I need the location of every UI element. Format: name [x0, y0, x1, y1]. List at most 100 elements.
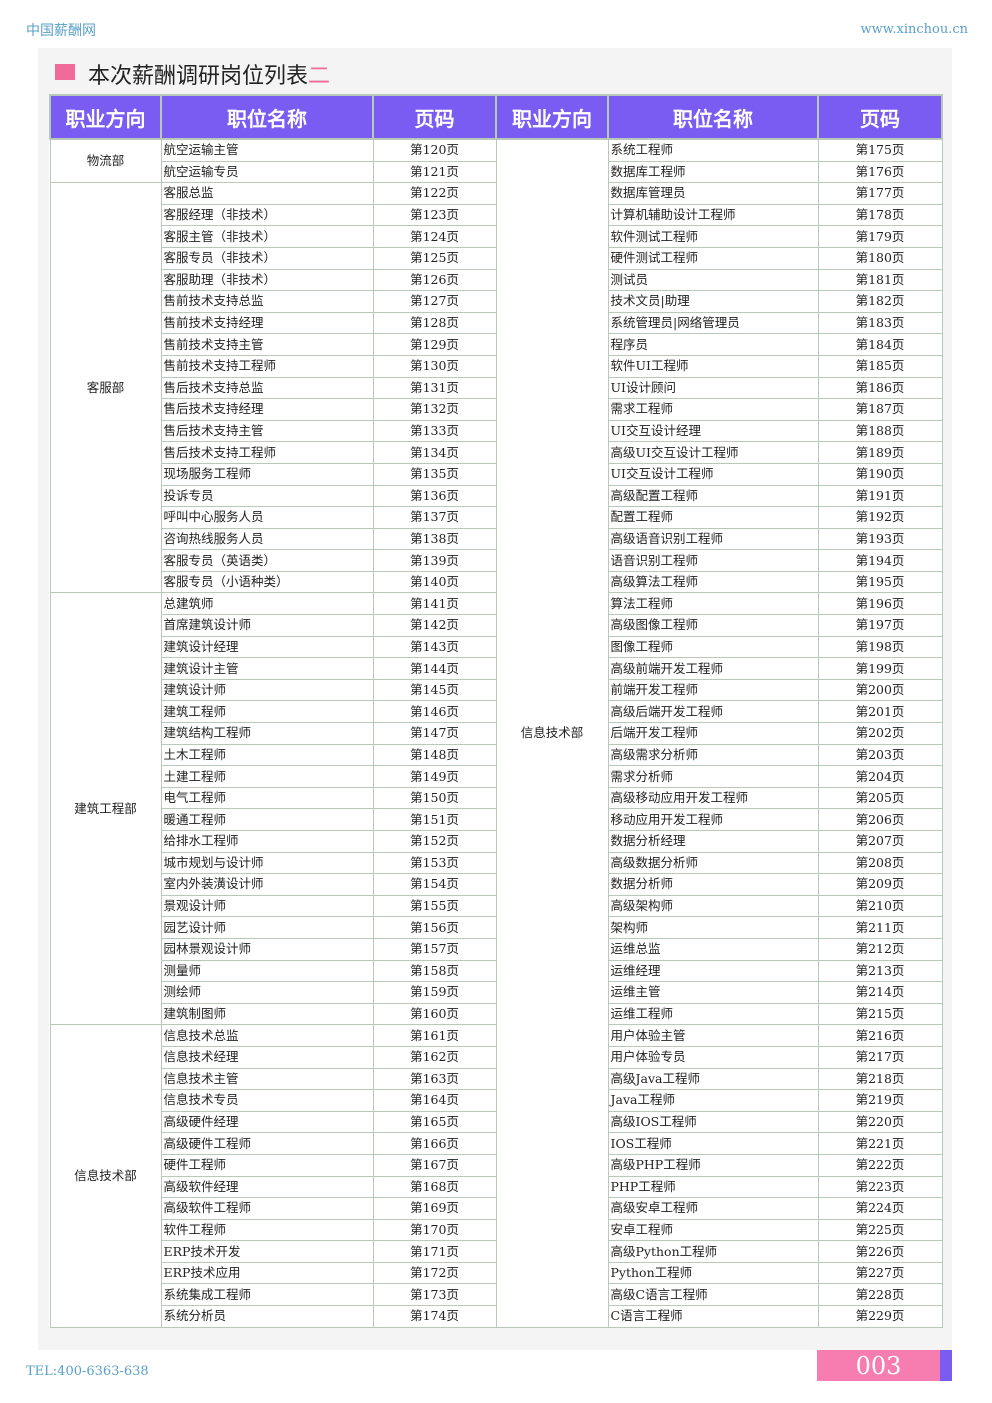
position-name: 客服经理（非技术）	[160, 203, 374, 227]
position-name: 用户体验主管	[607, 1024, 819, 1047]
page-ref: 第202页	[817, 722, 943, 745]
page-ref: 第159页	[372, 981, 497, 1004]
position-name: C语言工程师	[607, 1305, 819, 1328]
page-ref: 第175页	[817, 138, 943, 162]
position-name: 园艺设计师	[160, 916, 374, 939]
page-ref: 第146页	[372, 700, 497, 724]
page-ref: 第195页	[817, 570, 943, 594]
page-ref: 第130页	[372, 354, 497, 378]
page-ref: 第217页	[817, 1045, 943, 1069]
page-ref: 第152页	[372, 830, 497, 853]
position-name: 后端开发工程师	[607, 722, 819, 745]
page-ref: 第189页	[817, 441, 943, 464]
page-ref: 第179页	[817, 225, 943, 248]
position-name: 城市规划与设计师	[160, 851, 374, 875]
page-ref: 第164页	[372, 1089, 497, 1112]
table-row: 投诉专员 第136页 高级配置工程师 第191页	[50, 484, 943, 508]
table-row: 电气工程师 第150页 高级移动应用开发工程师 第205页	[50, 786, 943, 810]
page-ref: 第172页	[372, 1261, 497, 1285]
page-ref: 第124页	[372, 225, 497, 248]
page-ref: 第123页	[372, 203, 497, 227]
position-name: 客服专员（英语类）	[160, 549, 374, 572]
page-ref: 第212页	[817, 937, 943, 961]
page-ref: 第226页	[817, 1240, 943, 1263]
telephone: TEL:400-6363-638	[26, 1364, 149, 1379]
page-ref: 第148页	[372, 743, 497, 767]
position-name: 信息技术总监	[160, 1024, 374, 1047]
page-ref: 第141页	[372, 592, 497, 616]
page-ref: 第132页	[372, 398, 497, 421]
position-name: 语音识别工程师	[607, 549, 819, 572]
position-name: 测绘师	[160, 981, 374, 1004]
page-ref: 第173页	[372, 1283, 497, 1307]
table-row: 室内外装潢设计师 第154页 数据分析师 第209页	[50, 873, 943, 896]
page-ref: 第206页	[817, 808, 943, 831]
page-ref: 第186页	[817, 376, 943, 400]
department: 信息技术部	[495, 138, 609, 1328]
department: 建筑工程部	[49, 592, 162, 1026]
page-number: 003	[817, 1350, 940, 1381]
position-name: 高级C语言工程师	[607, 1283, 819, 1307]
page-ref: 第183页	[817, 311, 943, 335]
position-table: 职业方向 职位名称 页码 职业方向 职位名称 页码 物流部 航空运输主管 第120页 信息技术部…	[49, 94, 943, 1328]
page-ref: 第216页	[817, 1024, 943, 1047]
position-name: 移动应用开发工程师	[607, 808, 819, 831]
table-row: 土建工程师 第149页 需求分析师 第204页	[50, 765, 943, 788]
page-ref: 第171页	[372, 1240, 497, 1263]
position-name: Java工程师	[607, 1089, 819, 1112]
page-ref: 第129页	[372, 333, 497, 356]
page-ref: 第193页	[817, 527, 943, 551]
page-ref: 第228页	[817, 1283, 943, 1307]
page-ref: 第209页	[817, 873, 943, 896]
page-ref: 第143页	[372, 635, 497, 659]
position-name: 架构师	[607, 916, 819, 939]
position-name: 高级IOS工程师	[607, 1110, 819, 1134]
table-row: 系统分析员 第174页 C语言工程师 第229页	[50, 1305, 943, 1328]
page-ref: 第188页	[817, 419, 943, 443]
table-row: 建筑结构工程师 第147页 后端开发工程师 第202页	[50, 722, 943, 745]
page-ref: 第139页	[372, 549, 497, 572]
table-row: 建筑工程部 总建筑师 第141页 算法工程师 第196页	[49, 592, 943, 1026]
position-name: 客服主管（非技术）	[160, 225, 374, 248]
position-name: 售前技术支持经理	[160, 311, 374, 335]
page-ref: 第154页	[372, 873, 497, 896]
page-ref: 第177页	[817, 182, 943, 205]
position-name: 暖通工程师	[160, 808, 374, 831]
table-row: 给排水工程师 第152页 数据分析经理 第207页	[50, 830, 943, 853]
page-ref: 第131页	[372, 376, 497, 400]
page-ref: 第125页	[372, 246, 497, 270]
position-name: 建筑工程师	[160, 700, 374, 724]
position-name: 投诉专员	[160, 484, 374, 508]
column-header: 职业方向	[49, 94, 162, 140]
position-name: 咨询热线服务人员	[160, 527, 374, 551]
position-name: 测试员	[607, 268, 819, 292]
position-name: 数据库工程师	[607, 160, 819, 184]
table-row: 现场服务工程师 第135页 UI交互设计工程师 第190页	[50, 462, 943, 486]
position-name: 硬件测试工程师	[607, 246, 819, 270]
page-ref: 第198页	[817, 635, 943, 659]
position-name: ERP技术应用	[160, 1261, 374, 1285]
position-name: 系统分析员	[160, 1305, 374, 1328]
page-ref: 第219页	[817, 1089, 943, 1112]
position-name: 高级算法工程师	[607, 570, 819, 594]
table-row: 售后技术支持总监 第131页 UI设计顾问 第186页	[50, 376, 943, 400]
table-row: 高级软件工程师 第169页 高级安卓工程师 第224页	[50, 1197, 943, 1220]
page-ref: 第205页	[817, 786, 943, 810]
position-name: 航空运输主管	[160, 138, 374, 162]
title-suffix: 二	[308, 64, 331, 89]
page-ref: 第170页	[372, 1218, 497, 1242]
page-ref: 第190页	[817, 462, 943, 486]
title-marker	[55, 64, 75, 80]
position-name: UI交互设计经理	[607, 419, 819, 443]
position-name: 高级后端开发工程师	[607, 700, 819, 724]
position-name: 高级语音识别工程师	[607, 527, 819, 551]
title-text: 本次薪酬调研岗位列表	[88, 64, 309, 89]
position-name: 高级软件经理	[160, 1175, 374, 1199]
page-ref: 第192页	[817, 506, 943, 529]
page-ref: 第218页	[817, 1067, 943, 1091]
page-ref: 第155页	[372, 894, 497, 918]
page-ref: 第126页	[372, 268, 497, 292]
table-row: 建筑设计主管 第144页 高级前端开发工程师 第199页	[50, 657, 943, 680]
position-name: 信息技术主管	[160, 1067, 374, 1091]
position-name: 土木工程师	[160, 743, 374, 767]
